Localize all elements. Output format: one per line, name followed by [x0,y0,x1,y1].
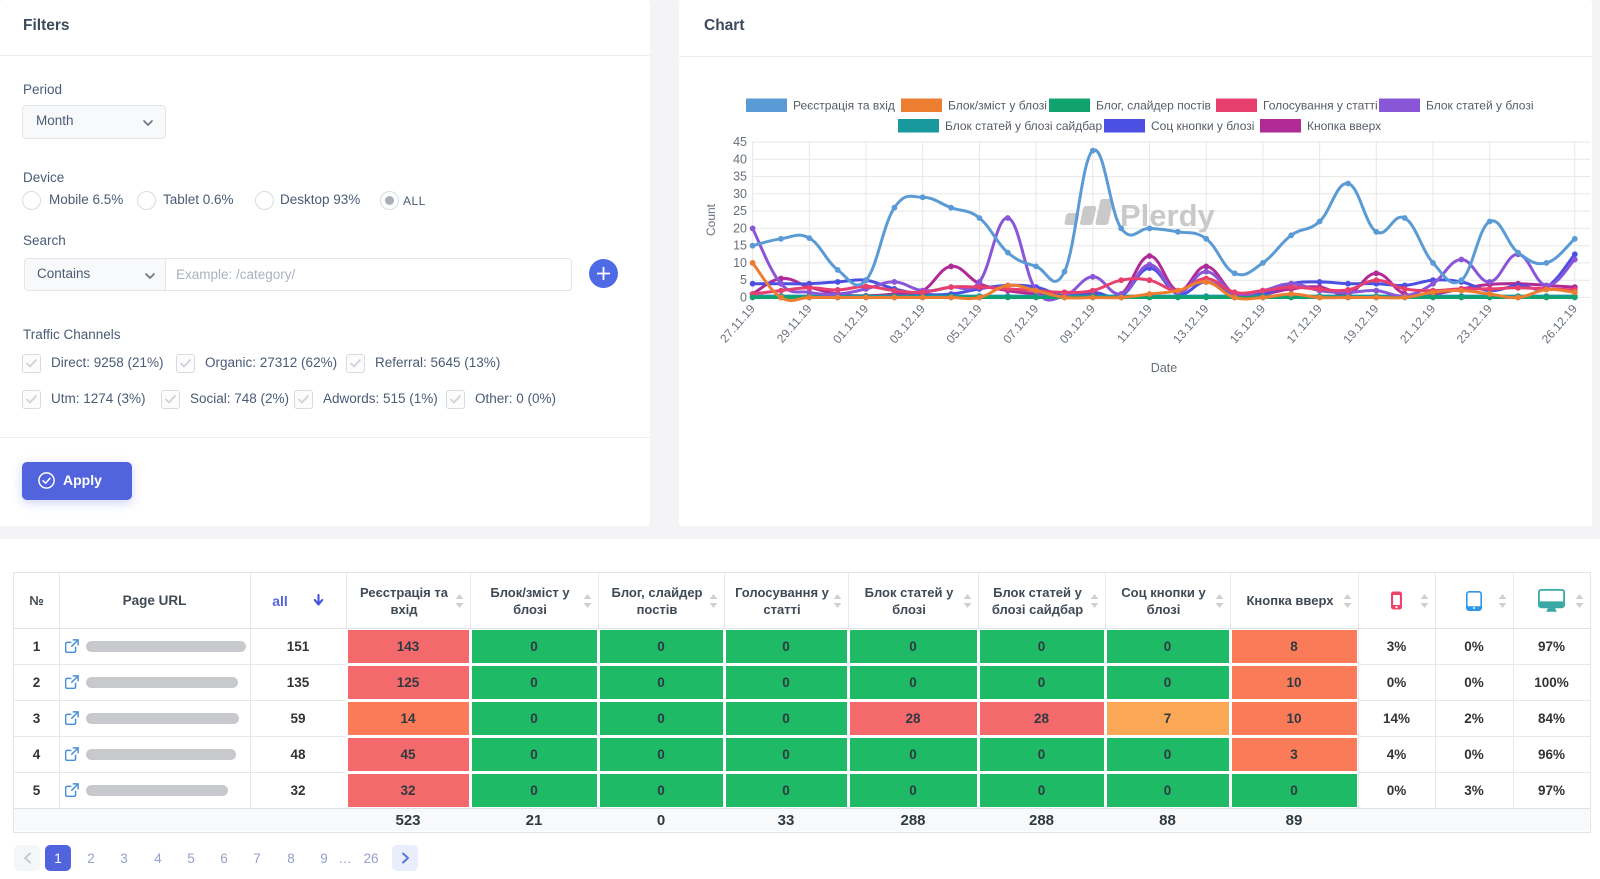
svg-text:30: 30 [733,187,747,201]
svg-text:11.12.19: 11.12.19 [1114,302,1155,346]
svg-text:Кнопка вверх: Кнопка вверх [1307,119,1381,133]
svg-text:23.12.19: 23.12.19 [1454,302,1495,347]
svg-text:35: 35 [733,170,747,184]
svg-text:10: 10 [733,256,747,270]
svg-text:40: 40 [733,152,747,166]
svg-text:05.12.19: 05.12.19 [943,302,984,347]
svg-text:27.11.19: 27.11.19 [717,302,758,346]
svg-text:Блок статей у блозі: Блок статей у блозі [1426,99,1534,113]
svg-text:15: 15 [733,239,747,253]
svg-text:Реєстрація та вхід: Реєстрація та вхід [793,99,895,113]
svg-text:03.12.19: 03.12.19 [887,302,928,347]
svg-text:Блог, слайдер постів: Блог, слайдер постів [1096,99,1211,113]
svg-text:21.12.19: 21.12.19 [1397,302,1438,347]
svg-text:Date: Date [1151,361,1177,375]
svg-text:45: 45 [733,135,747,149]
svg-text:20: 20 [733,221,747,235]
svg-text:17.12.19: 17.12.19 [1284,302,1325,347]
svg-text:25: 25 [733,204,747,218]
svg-text:29.11.19: 29.11.19 [774,302,815,346]
svg-text:Соц кнопки у блозі: Соц кнопки у блозі [1151,119,1254,133]
svg-text:07.12.19: 07.12.19 [1000,302,1041,347]
svg-text:26.12.19: 26.12.19 [1539,302,1580,347]
svg-text:Count: Count [704,203,718,236]
svg-text:Блок статей у блозі сайдбар: Блок статей у блозі сайдбар [945,119,1102,133]
svg-text:5: 5 [740,273,747,287]
svg-text:Plerdy: Plerdy [1120,198,1216,233]
svg-text:01.12.19: 01.12.19 [830,302,871,347]
svg-text:13.12.19: 13.12.19 [1170,302,1211,347]
svg-text:19.12.19: 19.12.19 [1340,302,1381,347]
svg-text:0: 0 [740,291,747,305]
svg-text:09.12.19: 09.12.19 [1057,302,1098,347]
svg-text:15.12.19: 15.12.19 [1227,302,1268,347]
svg-text:Голосування у статті: Голосування у статті [1263,99,1378,113]
svg-text:Блок/зміст у блозі: Блок/зміст у блозі [948,99,1047,113]
